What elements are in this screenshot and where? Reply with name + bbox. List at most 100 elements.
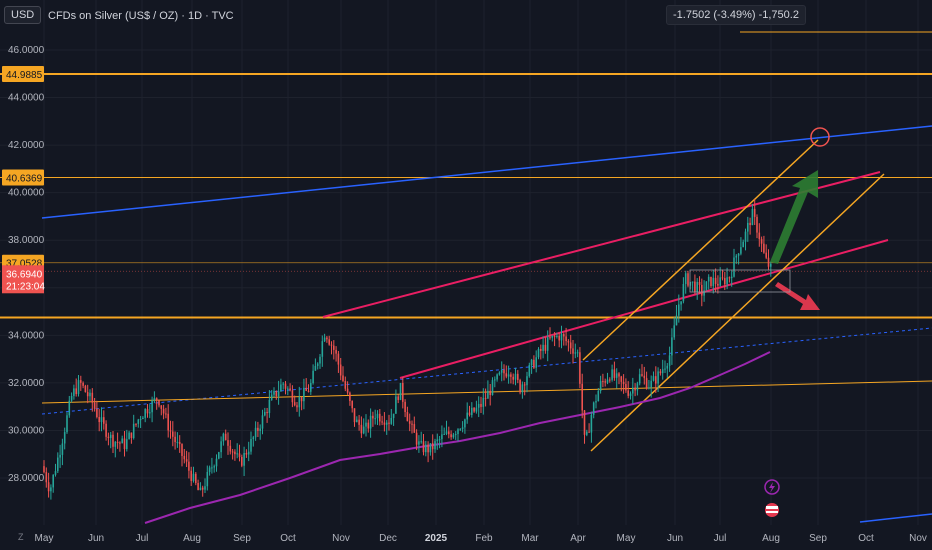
candle-body <box>300 397 303 402</box>
candle-body <box>717 283 719 286</box>
price-axis[interactable]: 46.0000 44.0000 42.0000 40.0000 38.0000 34.00… <box>8 45 45 484</box>
candle-body <box>390 417 393 424</box>
currency-button[interactable]: USD <box>4 6 42 24</box>
candle-body <box>289 388 291 391</box>
candle-body <box>238 453 241 457</box>
candle-body <box>505 373 508 377</box>
candle-body <box>710 276 712 287</box>
candle-body <box>296 405 298 408</box>
timezone-icon[interactable]: Z <box>18 532 24 542</box>
time-axis[interactable]: May Jun Jul Aug Sep Oct Nov Dec 2025 Feb Mar Apr May… <box>35 533 927 544</box>
candle-body <box>185 459 188 462</box>
candle-body <box>563 334 565 337</box>
candle-body <box>471 407 473 415</box>
candle-body <box>744 231 747 242</box>
candle-body <box>517 373 519 381</box>
candle-body <box>220 441 222 453</box>
candle-body <box>89 392 91 397</box>
us-flag-stripe <box>766 511 778 513</box>
candle-body <box>257 427 259 431</box>
candle-body <box>328 339 330 345</box>
candle-body <box>544 344 547 351</box>
candle-body <box>507 374 510 377</box>
candle-body <box>461 427 464 429</box>
candle-body <box>514 373 517 380</box>
candle-body <box>519 380 521 393</box>
candle-body <box>657 371 659 384</box>
target-circle <box>810 127 830 147</box>
candle-body <box>197 483 199 491</box>
candle-body <box>475 407 478 412</box>
candle-body <box>484 397 487 399</box>
event-icons[interactable] <box>764 479 780 517</box>
candle-body <box>629 393 632 396</box>
x-tick-label: Jun <box>667 533 683 544</box>
candle-body <box>418 441 420 445</box>
candle-body <box>627 390 629 396</box>
x-tick-label: Aug <box>762 533 780 544</box>
candle-body <box>123 438 126 450</box>
candle-body <box>523 384 526 386</box>
candle-body <box>155 398 158 401</box>
candle-body <box>595 401 597 403</box>
candle-body <box>344 381 347 389</box>
candle-body <box>422 441 425 453</box>
candle-body <box>273 390 275 395</box>
candle-body <box>569 342 572 349</box>
candle-body <box>231 451 234 453</box>
candle-body <box>498 372 501 375</box>
candle-body <box>549 337 551 339</box>
candle-body <box>436 439 439 442</box>
candle-body <box>678 304 680 316</box>
trendlines <box>41 125 932 523</box>
candle-body <box>303 387 305 402</box>
candle-body <box>721 277 724 279</box>
candle-body <box>250 439 252 452</box>
candle-body <box>330 344 333 346</box>
candle-body <box>132 423 135 439</box>
candle-body <box>98 417 100 423</box>
last-price-badge: 36.6940 <box>6 269 43 280</box>
y-tick-label: 28.0000 <box>8 473 45 484</box>
candle-body <box>749 222 751 226</box>
candle-body <box>181 444 183 456</box>
candle-body <box>385 422 388 425</box>
candle-body <box>546 337 549 351</box>
candle-body <box>503 370 505 374</box>
candle-body <box>100 417 103 423</box>
candle-body <box>457 429 459 435</box>
candle-body <box>199 487 202 491</box>
candle-body <box>671 337 673 356</box>
candle-body <box>445 431 448 434</box>
candle-body <box>59 454 61 458</box>
candle-body <box>314 366 317 371</box>
candle-body <box>245 453 248 455</box>
candle-body <box>682 284 685 302</box>
candle-body <box>80 380 82 383</box>
range-box <box>689 269 791 293</box>
candle-body <box>510 374 512 377</box>
candle-body <box>362 426 365 434</box>
candle-body <box>611 369 613 380</box>
candle-body <box>765 252 767 258</box>
candle-body <box>236 453 238 455</box>
candle-body <box>167 413 169 431</box>
pink-trendline-upper <box>322 171 881 318</box>
candle-body <box>567 341 570 343</box>
level-high-badge-bg <box>2 66 44 83</box>
level-low-badge: 37.0528 <box>6 259 43 270</box>
candle-body <box>441 434 443 440</box>
candle-body <box>448 431 450 435</box>
candle-body <box>425 444 427 453</box>
candle-body <box>496 374 498 380</box>
orange-trendline <box>41 380 932 404</box>
candle-body <box>195 473 197 484</box>
candle-body <box>747 222 749 232</box>
candle-body <box>500 370 503 373</box>
candle-body <box>434 441 436 450</box>
candle-body <box>151 400 153 413</box>
candle-body <box>84 385 87 393</box>
candle-body <box>215 458 218 467</box>
candle-body <box>413 424 416 433</box>
